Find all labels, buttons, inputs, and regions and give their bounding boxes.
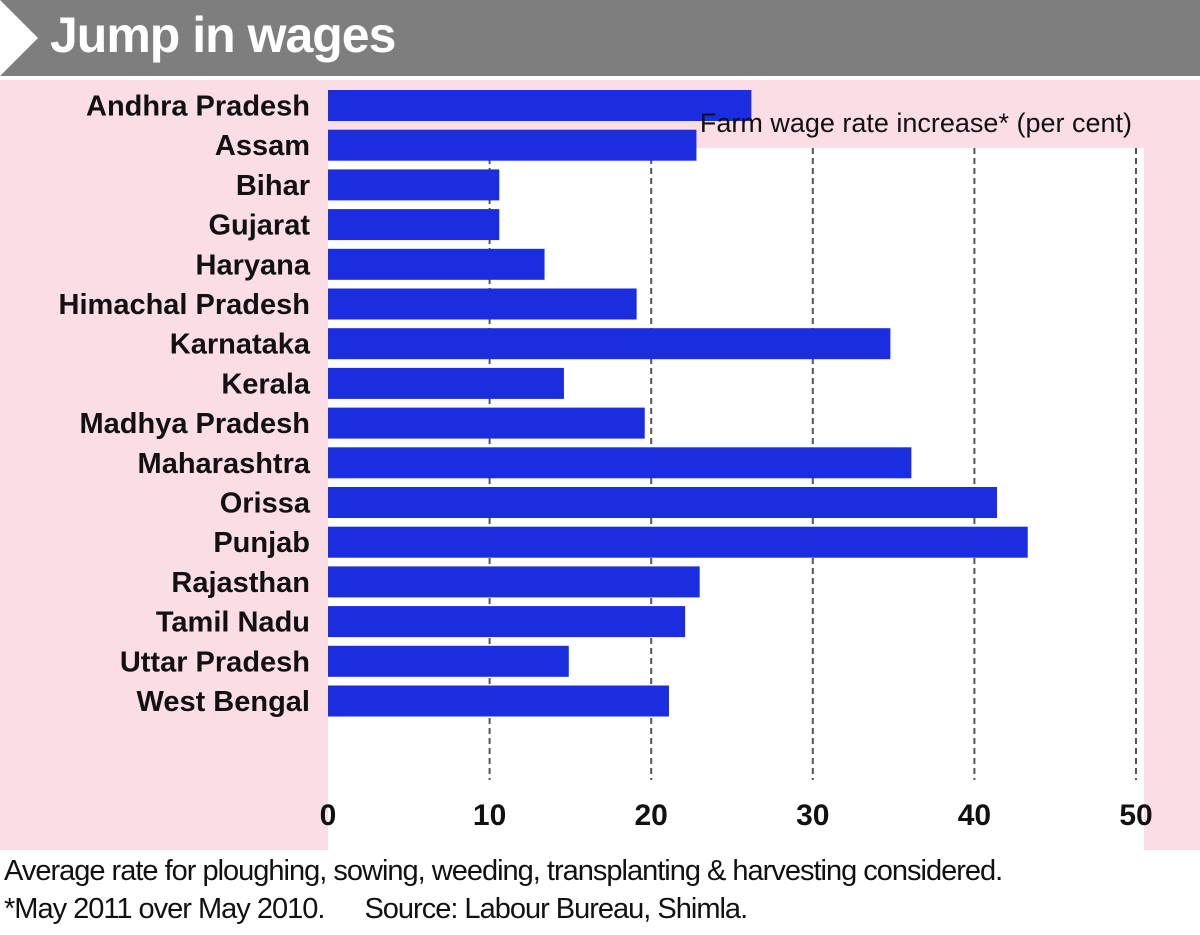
footnote-period: *May 2011 over May 2010. <box>4 893 325 925</box>
bar <box>328 248 545 280</box>
category-label: Haryana <box>196 249 311 281</box>
category-label: Bihar <box>236 170 310 202</box>
bar <box>328 288 637 320</box>
bar <box>328 566 700 598</box>
category-label: Himachal Pradesh <box>59 289 310 321</box>
bar <box>328 447 912 479</box>
bar <box>328 606 686 638</box>
x-tick-label: 10 <box>473 799 506 832</box>
header-arrow-icon <box>0 0 38 76</box>
category-label: Tamil Nadu <box>156 607 310 639</box>
x-tick-label: 40 <box>958 799 991 832</box>
chart-subtitle: Farm wage rate increase* (per cent) <box>700 108 1132 138</box>
x-tick-labels: 0 10 20 30 40 50 <box>320 799 1153 832</box>
header-banner: Jump in wages <box>0 0 1200 76</box>
bar <box>328 367 564 399</box>
bar <box>328 169 500 201</box>
bar <box>328 328 891 360</box>
bars <box>328 90 1028 717</box>
category-label: Maharashtra <box>138 448 311 480</box>
bar <box>328 90 752 121</box>
category-label: Andhra Pradesh <box>86 91 310 123</box>
footnote-source-line: *May 2011 over May 2010. Source: Labour B… <box>4 890 1194 928</box>
chart-title: Jump in wages <box>50 7 396 63</box>
category-label: Uttar Pradesh <box>120 646 310 678</box>
x-tick-label: 30 <box>796 799 829 832</box>
x-tick-label: 0 <box>320 799 337 832</box>
category-label: Kerala <box>221 368 311 400</box>
bar <box>328 487 998 518</box>
bar-chart: Andhra Pradesh Assam Bihar Gujarat Haryana Hi… <box>59 90 1153 850</box>
x-tick-label: 20 <box>635 799 668 832</box>
category-label: Rajasthan <box>171 567 310 599</box>
footnote-source: Source: Labour Bureau, Shimla. <box>364 893 748 925</box>
bar <box>328 129 697 161</box>
bar <box>328 407 645 439</box>
footnotes: Average rate for ploughing, sowing, weed… <box>4 852 1194 928</box>
category-label: Punjab <box>213 527 310 559</box>
bar <box>328 645 569 677</box>
x-tick-label: 50 <box>1119 799 1152 832</box>
category-labels: Andhra Pradesh Assam Bihar Gujarat Haryana Hi… <box>59 91 311 719</box>
category-label: Karnataka <box>170 329 311 361</box>
bar <box>328 526 1028 558</box>
footnote-method: Average rate for ploughing, sowing, weed… <box>4 855 1003 887</box>
bar <box>328 209 500 241</box>
category-label: Gujarat <box>208 210 310 242</box>
category-label: West Bengal <box>136 686 310 718</box>
category-label: Madhya Pradesh <box>80 408 310 440</box>
category-label: Orissa <box>220 488 311 520</box>
category-label: Assam <box>215 130 310 162</box>
bar <box>328 685 669 717</box>
